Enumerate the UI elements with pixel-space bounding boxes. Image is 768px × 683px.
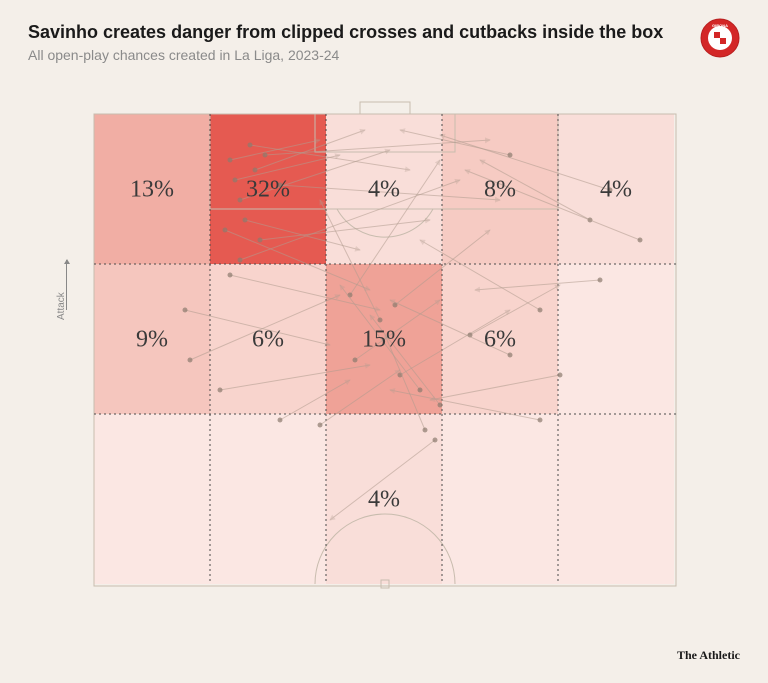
pass-origin-dot <box>238 198 243 203</box>
pass-origin-dot <box>218 388 223 393</box>
pitch-svg: 13% 32% 4% 8% 4% 9% 6% 15% 6% 4% <box>80 100 690 600</box>
pass-origin-dot <box>418 388 423 393</box>
pass-origin-dot <box>378 318 383 323</box>
pass-origin-dot <box>258 238 263 243</box>
zone-value: 8% <box>484 177 516 203</box>
club-badge-icon: GIRONA <box>700 18 740 58</box>
attack-axis-label: Attack <box>56 292 67 320</box>
pass-origin-dot <box>263 153 268 158</box>
pass-origin-dot <box>508 353 513 358</box>
pass-origin-dot <box>228 158 233 163</box>
zone-cell <box>558 414 674 584</box>
zone-cell <box>210 414 326 584</box>
pass-origin-dot <box>598 278 603 283</box>
zone-value: 4% <box>600 177 632 203</box>
header: Savinho creates danger from clipped cros… <box>0 0 768 71</box>
zone-value: 15% <box>362 327 406 353</box>
zone-value: 13% <box>130 177 174 203</box>
source-credit: The Athletic <box>677 648 740 663</box>
zone-cell <box>442 414 558 584</box>
pass-origin-dot <box>253 168 258 173</box>
pass-origin-dot <box>433 438 438 443</box>
pass-origin-dot <box>423 428 428 433</box>
pass-origin-dot <box>183 308 188 313</box>
pass-origin-dot <box>228 273 233 278</box>
zone-value: 32% <box>246 177 290 203</box>
pass-origin-dot <box>248 143 253 148</box>
pass-origin-dot <box>558 373 563 378</box>
zone-cell <box>558 264 674 414</box>
zone-value: 4% <box>368 487 400 513</box>
chart-title: Savinho creates danger from clipped cros… <box>28 22 740 43</box>
zone-value: 6% <box>252 327 284 353</box>
pass-origin-dot <box>353 358 358 363</box>
zone-value: 4% <box>368 177 400 203</box>
chart-subtitle: All open-play chances created in La Liga… <box>28 47 740 63</box>
pass-origin-dot <box>278 418 283 423</box>
pass-origin-dot <box>638 238 643 243</box>
pass-origin-dot <box>538 308 543 313</box>
svg-text:GIRONA: GIRONA <box>712 23 728 28</box>
zone-cell <box>94 414 210 584</box>
pass-origin-dot <box>243 218 248 223</box>
pass-origin-dot <box>318 423 323 428</box>
zone-value: 9% <box>136 327 168 353</box>
pass-origin-dot <box>188 358 193 363</box>
pass-origin-dot <box>538 418 543 423</box>
pass-origin-dot <box>348 293 353 298</box>
pass-origin-dot <box>508 153 513 158</box>
zone-value: 6% <box>484 327 516 353</box>
pass-origin-dot <box>233 178 238 183</box>
pass-origin-dot <box>438 403 443 408</box>
pitch-heatmap: 13% 32% 4% 8% 4% 9% 6% 15% 6% 4% <box>80 100 690 600</box>
pass-origin-dot <box>238 258 243 263</box>
pass-origin-dot <box>223 228 228 233</box>
